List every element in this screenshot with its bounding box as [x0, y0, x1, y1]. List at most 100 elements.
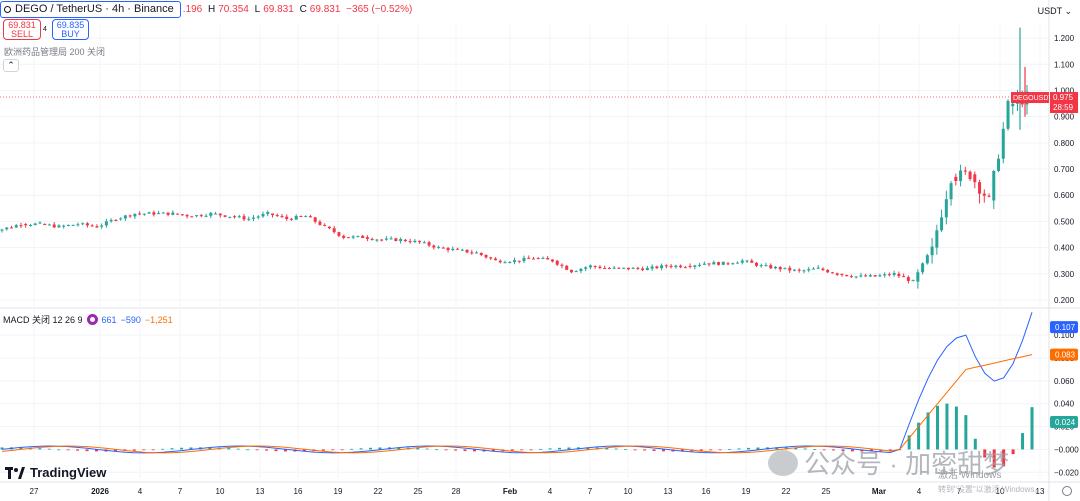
candle-body: [228, 216, 232, 218]
buy-label: BUY: [61, 29, 80, 39]
macd-histogram-bar: [180, 447, 184, 450]
macd-axis-label: 0.100: [1054, 331, 1075, 340]
candle-body: [294, 215, 298, 220]
macd-line: [1, 312, 1033, 454]
windows-activation-text: 激活 Windows: [938, 470, 1002, 481]
candle-body: [237, 216, 241, 218]
candle-body: [736, 262, 740, 264]
buy-price: 69.835: [56, 20, 85, 30]
macd-legend[interactable]: MACD 关闭 12 26 9 661 −590 −1,251: [3, 313, 173, 326]
macd-histogram-bar: [425, 448, 429, 450]
candle-body: [223, 215, 227, 217]
candle-body: [71, 224, 75, 226]
candle-body: [555, 260, 559, 265]
candle-body: [361, 235, 365, 239]
candle-body: [62, 225, 66, 227]
macd-histogram-bar: [38, 448, 42, 450]
candle-body: [569, 269, 573, 273]
candle-body: [864, 275, 868, 277]
settings-icon[interactable]: [1062, 486, 1072, 496]
candle-body: [603, 268, 607, 270]
macd-histogram-bar: [444, 449, 448, 451]
macd-histogram-bar: [142, 449, 146, 451]
time-axis-label: 19: [334, 487, 343, 496]
candle-body: [802, 270, 806, 272]
candle-body: [365, 237, 369, 239]
candle-body: [38, 222, 42, 224]
candle-body: [650, 266, 654, 269]
candle-body: [607, 268, 611, 270]
candle-body: [778, 266, 782, 270]
candle-body: [323, 224, 327, 226]
candle-body: [90, 225, 94, 227]
macd-histogram-bar: [151, 449, 155, 451]
time-axis-label: 10: [216, 487, 225, 496]
price-axis-label: 0.200: [1054, 296, 1075, 305]
candle-body: [949, 183, 953, 200]
candle-body: [147, 212, 151, 214]
macd-histogram-bar: [161, 448, 165, 450]
candle-body: [176, 213, 180, 215]
price-axis-label: 1.200: [1054, 34, 1075, 43]
currency-selector[interactable]: USDT ⌄: [1037, 6, 1072, 16]
candle-body: [441, 247, 445, 249]
candle-body: [631, 267, 635, 269]
spread-value: 4: [43, 26, 47, 33]
macd-histogram-bar: [803, 448, 807, 450]
candle-body: [579, 268, 583, 272]
candle-body: [199, 215, 203, 217]
candle-body: [275, 215, 279, 217]
time-axis-label: 27: [30, 487, 39, 496]
candle-body: [437, 246, 441, 248]
macd-histogram-bar: [926, 412, 930, 450]
eye-icon[interactable]: [86, 314, 98, 325]
collapse-legend-button[interactable]: ⌃: [3, 59, 19, 72]
candle-body: [138, 213, 142, 215]
macd-histogram-bar: [917, 422, 921, 450]
macd-histogram-bar: [350, 448, 354, 450]
macd-histogram-bar: [94, 449, 98, 452]
macd-histogram-bar: [699, 449, 703, 451]
low-label: L: [254, 3, 261, 15]
macd-label: MACD 关闭 12 26 9: [3, 315, 83, 325]
candle-body: [85, 223, 89, 226]
candle-body: [460, 249, 464, 251]
indicator-legend[interactable]: 欧洲药品管理局 200 关闭: [4, 47, 106, 57]
candle-body: [332, 228, 336, 233]
macd-histogram-bar: [888, 449, 892, 451]
candle-body: [854, 276, 858, 278]
macd-histogram-bar: [756, 447, 760, 450]
candle-body: [451, 248, 455, 251]
time-axis-label: 13: [1036, 487, 1045, 496]
macd-histogram-bar: [718, 449, 722, 451]
sell-button[interactable]: 69.831 SELL: [3, 19, 41, 40]
time-axis-label: 19: [742, 487, 751, 496]
price-axis-label: 1.100: [1054, 60, 1075, 69]
buy-button[interactable]: 69.835 BUY: [52, 19, 89, 40]
time-axis-label: 10: [624, 487, 633, 496]
time-axis-label: 25: [822, 487, 831, 496]
macd-histogram-bar: [1021, 433, 1025, 450]
candle-body: [498, 260, 502, 263]
time-axis-label: 4: [548, 487, 553, 496]
candle-body: [389, 238, 393, 240]
candle-body: [906, 277, 910, 281]
candle-body: [845, 274, 849, 277]
candle-body: [370, 238, 374, 240]
candle-body: [963, 170, 967, 172]
tradingview-logo[interactable]: TradingView: [5, 465, 106, 480]
candle-body: [982, 193, 986, 196]
candle-body: [973, 174, 977, 183]
candle-body: [380, 239, 384, 241]
symbol-title: DEGO / TetherUS · 4h · Binance: [15, 3, 174, 15]
macd-histogram-bar: [397, 447, 401, 450]
symbol-box[interactable]: DEGO / TetherUS · 4h · Binance: [0, 0, 181, 18]
high-value: 70.354: [218, 3, 249, 15]
macd-histogram-bar: [359, 448, 363, 450]
macd-histogram-bar: [633, 449, 637, 451]
candle-body: [830, 272, 834, 274]
macd-histogram-bar: [321, 449, 325, 451]
macd-histogram-bar: [586, 447, 590, 450]
